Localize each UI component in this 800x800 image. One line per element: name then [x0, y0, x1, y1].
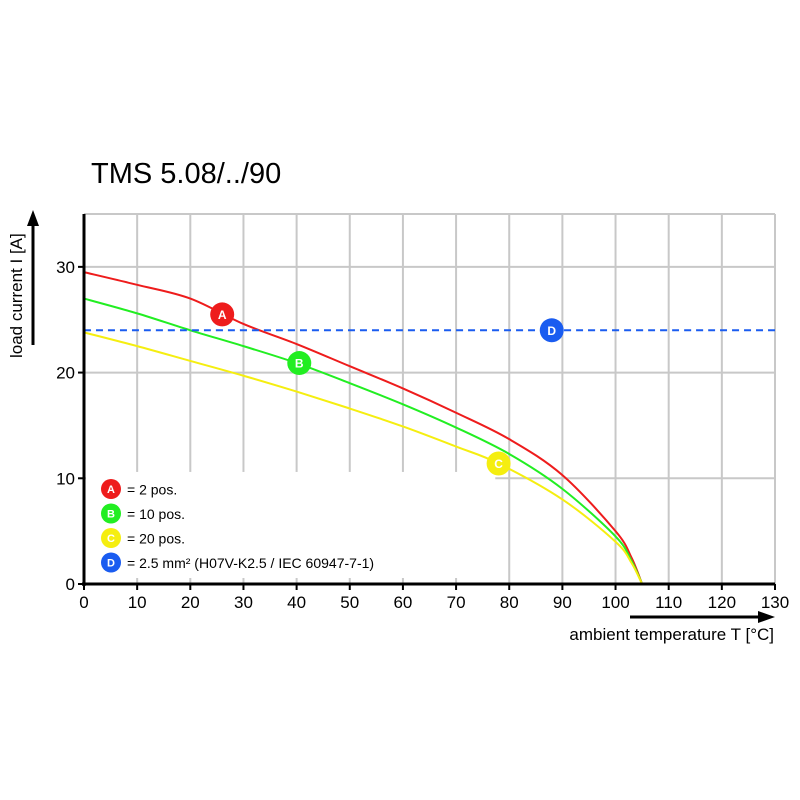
series-line-C — [83, 331, 644, 585]
marker-label-D: D — [547, 324, 556, 338]
x-tick-label: 90 — [553, 593, 572, 612]
legend-marker-label: B — [107, 509, 115, 521]
marker-A — [210, 302, 235, 327]
x-tick-label: 120 — [708, 593, 736, 612]
x-tick-label: 100 — [601, 593, 629, 612]
legend-marker-label: C — [107, 533, 115, 545]
series-line-B — [83, 297, 644, 585]
x-axis-arrowhead — [758, 611, 775, 623]
legend-entry: = 2 pos. — [127, 482, 177, 498]
y-tick-label: 30 — [56, 258, 75, 277]
x-tick-label: 10 — [128, 593, 147, 612]
legend-entry: = 20 pos. — [127, 531, 185, 547]
x-tick-label: 110 — [655, 593, 682, 612]
y-axis-label: load current I [A] — [7, 233, 26, 358]
y-tick-label: 0 — [66, 575, 75, 594]
x-tick-label: 30 — [234, 593, 253, 612]
y-tick-label: 20 — [56, 364, 75, 383]
marker-label-A: A — [218, 308, 227, 322]
marker-label-C: C — [494, 457, 503, 471]
legend-background — [86, 471, 496, 578]
series-line-A — [83, 271, 644, 585]
x-axis-label: ambient temperature T [°C] — [569, 625, 774, 644]
marker-label-B: B — [295, 357, 304, 371]
legend-marker-D — [101, 552, 121, 573]
legend-marker-label: A — [107, 484, 115, 496]
marker-B — [287, 351, 312, 376]
x-tick-label: 130 — [761, 593, 789, 612]
legend-marker-B — [101, 503, 121, 524]
y-tick-label: 10 — [56, 469, 75, 488]
legend-marker-label: D — [107, 558, 115, 570]
legend-marker-C — [101, 528, 121, 548]
x-tick-label: 50 — [340, 593, 359, 612]
x-tick-label: 70 — [447, 593, 466, 612]
marker-D — [539, 318, 564, 343]
chart-title: TMS 5.08/../90 — [91, 158, 282, 190]
legend-entry: = 10 pos. — [127, 506, 185, 522]
x-tick-label: 0 — [79, 593, 88, 612]
x-tick-label: 40 — [287, 593, 306, 612]
marker-C — [486, 451, 511, 476]
legend-marker-A — [101, 479, 121, 499]
x-tick-label: 60 — [393, 593, 412, 612]
y-axis-arrowhead — [27, 210, 39, 226]
x-tick-label: 80 — [500, 593, 519, 612]
x-tick-label: 20 — [181, 593, 200, 612]
legend-entry: = 2.5 mm² (H07V-K2.5 / IEC 60947-7-1) — [127, 555, 374, 571]
